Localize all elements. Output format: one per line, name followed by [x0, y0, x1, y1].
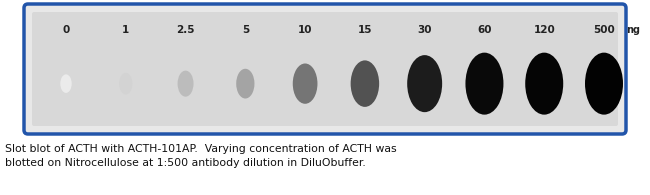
Text: Slot blot of ACTH with ACTH-101AP.  Varying concentration of ACTH was: Slot blot of ACTH with ACTH-101AP. Varyi…	[5, 144, 396, 154]
Text: 30: 30	[417, 25, 432, 35]
Text: 10: 10	[298, 25, 313, 35]
Ellipse shape	[465, 53, 504, 115]
Ellipse shape	[585, 53, 623, 115]
Text: 5: 5	[242, 25, 249, 35]
Text: 15: 15	[358, 25, 372, 35]
Ellipse shape	[236, 69, 254, 98]
FancyBboxPatch shape	[32, 12, 618, 126]
Text: 0: 0	[62, 25, 70, 35]
Text: 1: 1	[122, 25, 129, 35]
Ellipse shape	[350, 60, 379, 107]
Ellipse shape	[119, 73, 133, 95]
Ellipse shape	[292, 64, 317, 104]
Text: 2.5: 2.5	[176, 25, 195, 35]
Text: ng: ng	[626, 25, 640, 35]
Ellipse shape	[525, 53, 563, 115]
Ellipse shape	[60, 74, 72, 93]
Ellipse shape	[177, 71, 194, 97]
Text: 120: 120	[534, 25, 555, 35]
FancyBboxPatch shape	[24, 4, 626, 134]
Text: 500: 500	[593, 25, 615, 35]
Text: blotted on Nitrocellulose at 1:500 antibody dilution in DiluObuffer.: blotted on Nitrocellulose at 1:500 antib…	[5, 158, 366, 168]
Text: 60: 60	[477, 25, 491, 35]
Ellipse shape	[407, 55, 442, 112]
